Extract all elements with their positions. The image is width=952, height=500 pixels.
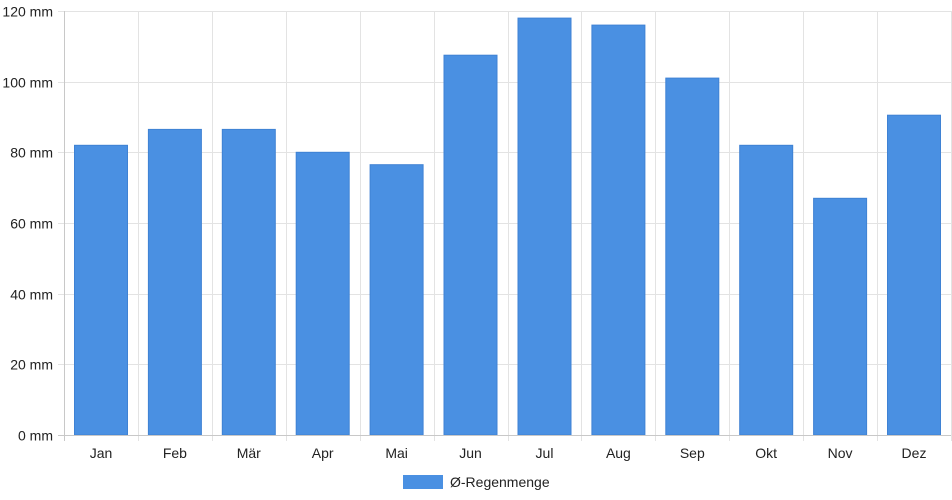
y-tick-label: 120 mm	[2, 4, 53, 20]
bar-Mär[interactable]	[221, 128, 276, 436]
x-tick-label: Okt	[755, 445, 777, 461]
y-axis-tick-labels: 0 mm 20 mm 40 mm 60 mm 80 mm 100 mm 120 mm	[2, 4, 53, 444]
x-tick-label: Dez	[902, 445, 927, 461]
x-tick-label: Jun	[459, 445, 482, 461]
x-tick-label: Jan	[90, 445, 113, 461]
bar-Jan[interactable]	[74, 144, 128, 436]
x-tick-label: Feb	[163, 445, 187, 461]
bar-Aug[interactable]	[591, 24, 646, 436]
x-tick-label: Nov	[828, 445, 853, 461]
y-tick-label: 20 mm	[10, 357, 53, 373]
bar-Dez[interactable]	[887, 114, 941, 436]
y-tick-label: 60 mm	[10, 216, 53, 232]
x-tick-label: Mai	[385, 445, 408, 461]
bar-Nov[interactable]	[813, 197, 868, 436]
bar-series	[74, 17, 941, 436]
x-tick-label: Sep	[680, 445, 705, 461]
y-tick-label: 100 mm	[2, 75, 53, 91]
bar-Apr[interactable]	[295, 151, 350, 436]
y-tick-label: 40 mm	[10, 287, 53, 303]
legend-label[interactable]: Ø-Regenmenge	[450, 474, 550, 490]
bar-Okt[interactable]	[739, 144, 794, 436]
x-axis-tick-labels: Jan Feb Mär Apr Mai Jun Jul Aug Sep Okt Nov Dez	[90, 445, 927, 461]
y-tick-label: 80 mm	[10, 145, 53, 161]
bar-Sep[interactable]	[665, 77, 720, 436]
y-tick-label: 0 mm	[18, 428, 53, 444]
x-tick-label: Jul	[536, 445, 554, 461]
axes	[58, 11, 951, 441]
bar-Jun[interactable]	[443, 54, 498, 436]
x-tick-label: Aug	[606, 445, 631, 461]
bar-Mai[interactable]	[369, 164, 424, 436]
x-tick-label: Mär	[237, 445, 261, 461]
x-tick-label: Apr	[312, 445, 334, 461]
bar-Jul[interactable]	[517, 17, 572, 436]
legend[interactable]: Ø-Regenmenge	[403, 474, 550, 490]
legend-swatch[interactable]	[403, 475, 443, 489]
grid-lines	[58, 11, 952, 441]
bar-Feb[interactable]	[147, 128, 202, 436]
